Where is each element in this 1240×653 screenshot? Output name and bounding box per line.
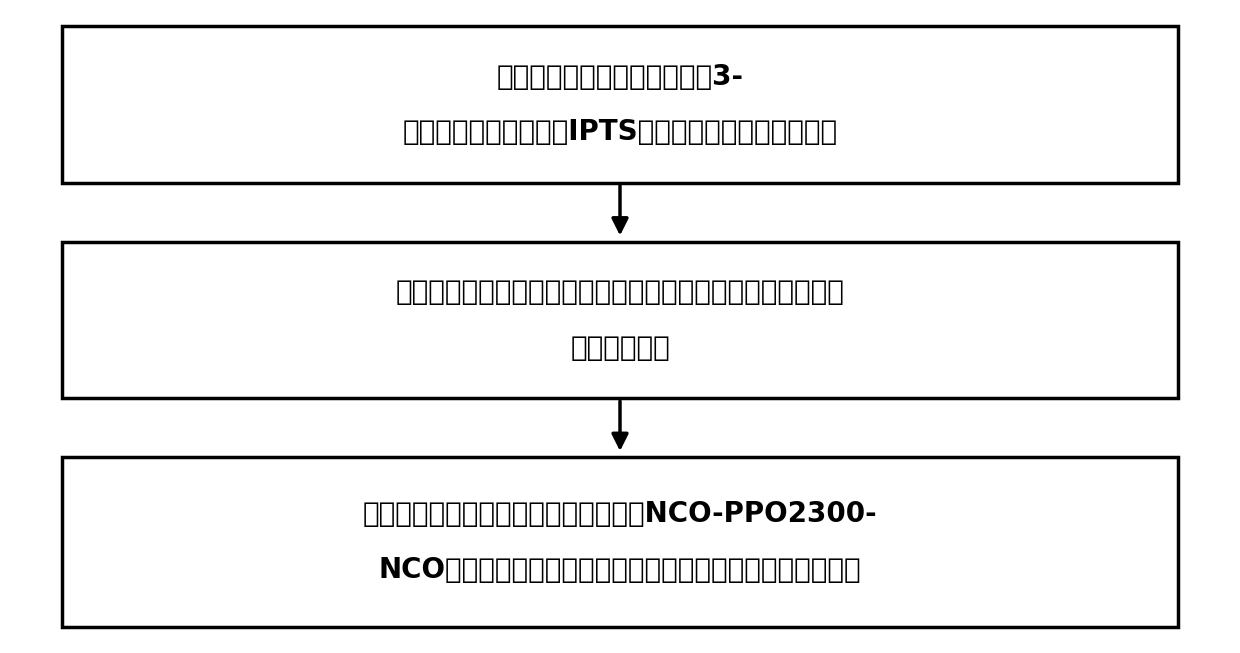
Text: 异氰丙基三乙氧基硅烷IPTS反应生成硅烷化的聚乙二醇: 异氰丙基三乙氧基硅烷IPTS反应生成硅烷化的聚乙二醇 [403, 118, 837, 146]
Text: 化的聚乙二醇: 化的聚乙二醇 [570, 334, 670, 362]
FancyBboxPatch shape [62, 26, 1178, 183]
Text: 将所述硅烷化的聚乙二醇与交联分子进行交联，生成交联分子: 将所述硅烷化的聚乙二醇与交联分子进行交联，生成交联分子 [396, 278, 844, 306]
Text: 将表面进行修饰的聚乙二醇卶3-: 将表面进行修饰的聚乙二醇卶3- [496, 63, 744, 91]
FancyBboxPatch shape [62, 242, 1178, 398]
Text: NCO加入氯仿中，反应第一预设时间后，倒入模具中交联成膜: NCO加入氯仿中，反应第一预设时间后，倒入模具中交联成膜 [378, 556, 862, 584]
Text: 将所述交联分子化的聚乙二醇与交联剑NCO-PPO2300-: 将所述交联分子化的聚乙二醇与交联剑NCO-PPO2300- [362, 500, 878, 528]
FancyBboxPatch shape [62, 457, 1178, 627]
